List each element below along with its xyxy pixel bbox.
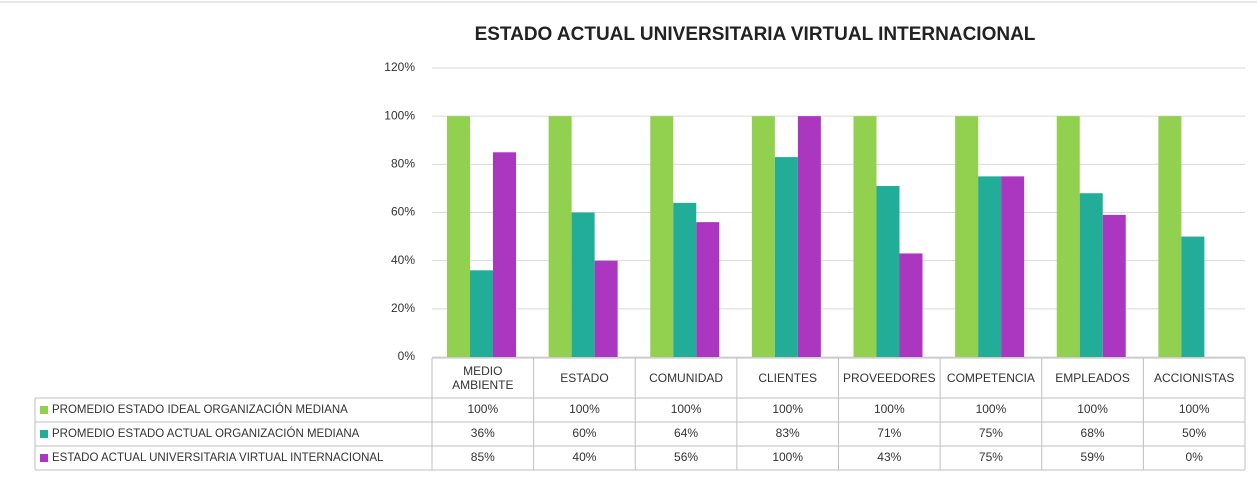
x-tick-label: COMUNIDAD xyxy=(649,371,724,385)
value-label: 56% xyxy=(674,450,698,464)
value-label: 40% xyxy=(572,450,596,464)
x-tick-label-box: COMPETENCIA xyxy=(946,371,1035,385)
bar xyxy=(797,116,821,358)
bar xyxy=(899,253,923,357)
value-label: 100% xyxy=(976,402,1007,416)
value-label: 64% xyxy=(674,426,698,440)
value-label: 71% xyxy=(877,426,901,440)
legend-label: ESTADO ACTUAL UNIVERSITARIA VIRTUAL INTE… xyxy=(52,452,384,464)
bar xyxy=(1181,236,1205,357)
bar xyxy=(650,116,674,358)
bar xyxy=(571,212,595,357)
value-label: 100% xyxy=(671,402,702,416)
x-tick-label: ACCIONISTAS xyxy=(1153,371,1235,385)
bar xyxy=(447,116,470,358)
value-label: 100% xyxy=(467,402,498,416)
x-tick-label: PROVEEDORES xyxy=(842,371,936,385)
x-tick-label: EMPLEADOS xyxy=(1055,371,1130,385)
bar xyxy=(470,270,493,357)
bar xyxy=(751,116,775,358)
value-label: 75% xyxy=(979,426,1003,440)
value-label: 100% xyxy=(772,450,803,464)
x-tick-label: MEDIO AMBIENTE xyxy=(452,364,514,392)
bar xyxy=(1001,176,1025,357)
bar xyxy=(1102,214,1126,357)
chart-title: ESTADO ACTUAL UNIVERSITARIA VIRTUAL INTE… xyxy=(475,24,1036,45)
y-tick-label: 20% xyxy=(391,301,415,315)
bar xyxy=(493,152,516,357)
x-tick-label-box: COMUNIDAD xyxy=(649,371,724,385)
legend-swatch xyxy=(40,430,48,438)
legend-swatch xyxy=(40,406,48,414)
value-label: 60% xyxy=(572,426,596,440)
bar xyxy=(876,186,900,357)
x-tick-label: CLIENTES xyxy=(758,371,818,385)
y-tick-label: 60% xyxy=(391,205,415,219)
x-tick-label: ESTADO xyxy=(560,371,609,385)
bar xyxy=(955,116,979,358)
bar xyxy=(978,176,1002,357)
bar xyxy=(1056,116,1080,358)
x-tick-label-box: EMPLEADOS xyxy=(1055,371,1130,385)
x-tick-label-box: ACCIONISTAS xyxy=(1153,371,1235,385)
value-label: 43% xyxy=(877,450,901,464)
value-label: 75% xyxy=(979,450,1003,464)
y-tick-label: 40% xyxy=(391,253,415,267)
value-label: 100% xyxy=(569,402,600,416)
bar xyxy=(1158,116,1182,358)
bar xyxy=(696,222,720,357)
y-tick-label: 100% xyxy=(384,108,415,122)
value-label: 50% xyxy=(1182,426,1206,440)
value-label: 68% xyxy=(1081,426,1105,440)
value-label: 100% xyxy=(874,402,905,416)
value-label: 100% xyxy=(1179,402,1210,416)
x-tick-label-box: PROVEEDORES xyxy=(842,371,936,385)
x-tick-label-box: MEDIO AMBIENTE xyxy=(452,364,514,392)
value-label: 83% xyxy=(776,426,800,440)
legend-swatch xyxy=(40,454,48,462)
bar xyxy=(594,260,618,357)
y-tick-label: 0% xyxy=(398,349,416,363)
y-tick-label: 120% xyxy=(384,60,415,74)
value-label: 36% xyxy=(471,426,495,440)
x-tick-label-box: CLIENTES xyxy=(758,371,818,385)
bar xyxy=(774,157,798,357)
value-label: 85% xyxy=(471,450,495,464)
bar xyxy=(673,202,697,357)
bar xyxy=(853,116,877,358)
value-label: 100% xyxy=(1077,402,1108,416)
value-label: 59% xyxy=(1081,450,1105,464)
value-label: 0% xyxy=(1186,450,1204,464)
legend-label: PROMEDIO ESTADO ACTUAL ORGANIZACIÓN MEDI… xyxy=(52,427,360,440)
x-tick-label-box: ESTADO xyxy=(560,371,609,385)
bar xyxy=(1079,193,1103,357)
legend-label: PROMEDIO ESTADO IDEAL ORGANIZACIÓN MEDIA… xyxy=(52,403,348,416)
value-label: 100% xyxy=(772,402,803,416)
y-tick-label: 80% xyxy=(391,157,415,171)
x-tick-label: COMPETENCIA xyxy=(946,371,1035,385)
bar xyxy=(548,116,572,358)
